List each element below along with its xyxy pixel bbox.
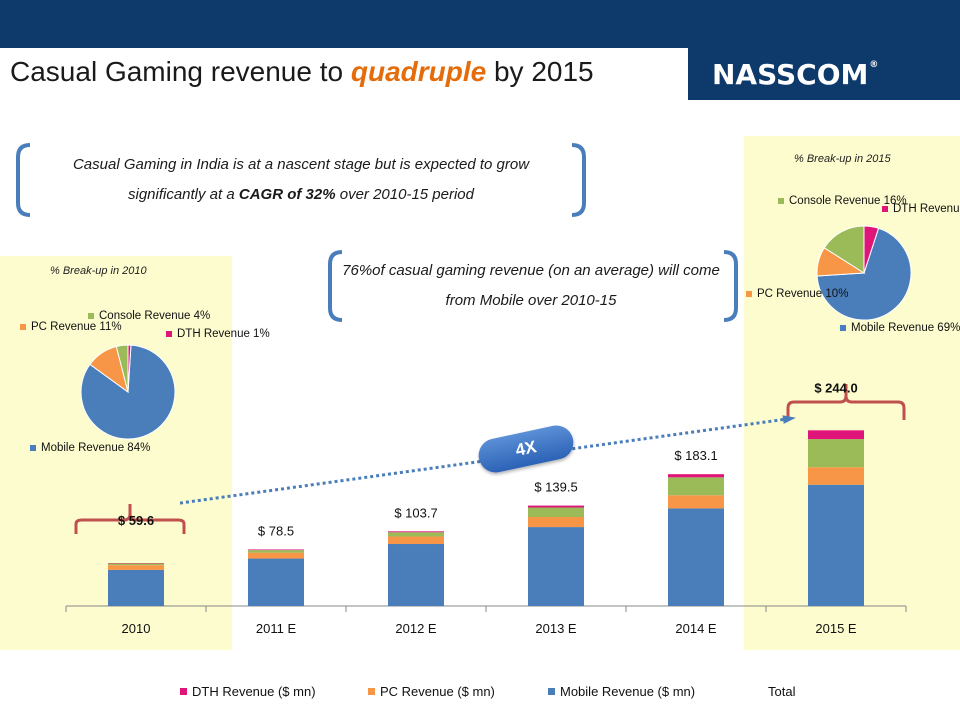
- total-label: $ 183.1: [674, 448, 717, 463]
- bar-pc: [668, 495, 724, 509]
- bar-mobile: [388, 544, 444, 606]
- bar-console: [668, 477, 724, 496]
- bar-console: [388, 532, 444, 537]
- bar-mobile: [108, 569, 164, 606]
- x-tick-label: 2012 E: [395, 621, 437, 636]
- bar-dth: [668, 474, 724, 478]
- total-label: $ 139.5: [534, 480, 577, 495]
- dth-swatch: [882, 206, 888, 212]
- growth-arrow-head: [782, 415, 796, 424]
- bar-dth: [248, 549, 304, 551]
- x-tick-label: 2015 E: [815, 621, 857, 636]
- bar-console: [528, 507, 584, 518]
- cagr-callout: Casual Gaming in India is at a nascent s…: [72, 156, 530, 203]
- bar-mobile: [668, 508, 724, 606]
- callout-bracket-right: [571, 143, 586, 217]
- total-label: $ 78.5: [258, 523, 294, 538]
- bar-console: [108, 563, 164, 566]
- page-title: Casual Gaming revenue to quadruple by 20…: [10, 56, 594, 87]
- pie-2015-label-dth: DTH Revenue 5%: [882, 203, 960, 216]
- bar-pc: [808, 467, 864, 485]
- header-bar: [0, 0, 960, 48]
- bar-dth: [808, 430, 864, 440]
- callout-bracket-left: [16, 143, 31, 217]
- legend-item-mobile: Mobile Revenue ($ mn): [548, 684, 695, 699]
- pie-2015-title: % Break-up in 2015: [794, 153, 891, 165]
- mobile-callout-bracket-left: [328, 250, 343, 322]
- mobile-swatch: [30, 445, 36, 451]
- pie-2010-label-dth: DTH Revenue 1%: [166, 328, 270, 341]
- pie-2010-label-console: Console Revenue 4%: [88, 310, 210, 323]
- x-tick-label: 2013 E: [535, 621, 577, 636]
- console-swatch: [88, 313, 94, 319]
- console-swatch: [778, 198, 784, 204]
- pie-2010-label-pc: PC Revenue 11%: [20, 321, 122, 334]
- pie-2010-slice-dth: [127, 344, 132, 393]
- brace-2010: [74, 504, 186, 534]
- pie-2015-slice-mobile: [816, 227, 912, 321]
- bar-console: [248, 550, 304, 553]
- pie-2015-label-console: Console Revenue 16%: [778, 195, 907, 208]
- pie-2015-label-pc: PC Revenue 10%: [746, 288, 848, 301]
- bar-mobile: [808, 484, 864, 606]
- total-label: $ 244.0: [814, 380, 857, 395]
- bar-dth: [388, 531, 444, 533]
- bar-pc: [388, 536, 444, 545]
- x-tick-label: 2010: [122, 621, 151, 636]
- mobile-swatch: [840, 325, 846, 331]
- pie-2010-title: % Break-up in 2010: [50, 265, 147, 277]
- cagr-highlight: CAGR of 32%: [238, 186, 336, 203]
- legend-swatch-dth: [180, 688, 187, 696]
- bar-pc: [108, 565, 164, 570]
- title-highlight: quadruple: [350, 56, 487, 87]
- legend-item-pc: PC Revenue ($ mn): [368, 684, 495, 699]
- x-tick-label: 2014 E: [675, 621, 717, 636]
- pie-2015-label-mobile: Mobile Revenue 69%: [840, 322, 960, 335]
- legend-swatch-mobile: [548, 688, 555, 696]
- nasscom-logo: NASSCOM®: [712, 58, 879, 91]
- brace-2015: [786, 384, 906, 420]
- legend-swatch-pc: [368, 688, 375, 696]
- pc-swatch: [20, 324, 26, 330]
- chart-legend: DTH Revenue ($ mn) PC Revenue ($ mn) Mob…: [180, 684, 820, 702]
- pie-2010-label-mobile: Mobile Revenue 84%: [30, 442, 150, 455]
- bar-dth: [528, 505, 584, 508]
- bar-mobile: [248, 558, 304, 606]
- legend-item-dth: DTH Revenue ($ mn): [180, 684, 316, 699]
- mobile-share-callout: 76%of casual gaming revenue (on an avera…: [342, 262, 720, 309]
- total-label: $ 59.6: [118, 513, 154, 528]
- pie-2015-slice-dth: [863, 225, 880, 274]
- mobile-callout-bracket-right: [723, 250, 738, 322]
- x-tick-label: 2011 E: [256, 621, 297, 636]
- legend-item-total: Total: [768, 684, 796, 699]
- logo-box: NASSCOM®: [688, 48, 960, 100]
- total-label: $ 103.7: [394, 505, 437, 520]
- bar-pc: [248, 552, 304, 559]
- pc-swatch: [746, 291, 752, 297]
- bar-pc: [528, 517, 584, 528]
- bar-console: [808, 439, 864, 468]
- pie-2015-slice-console: [823, 225, 865, 274]
- bar-mobile: [528, 527, 584, 606]
- dth-swatch: [166, 331, 172, 337]
